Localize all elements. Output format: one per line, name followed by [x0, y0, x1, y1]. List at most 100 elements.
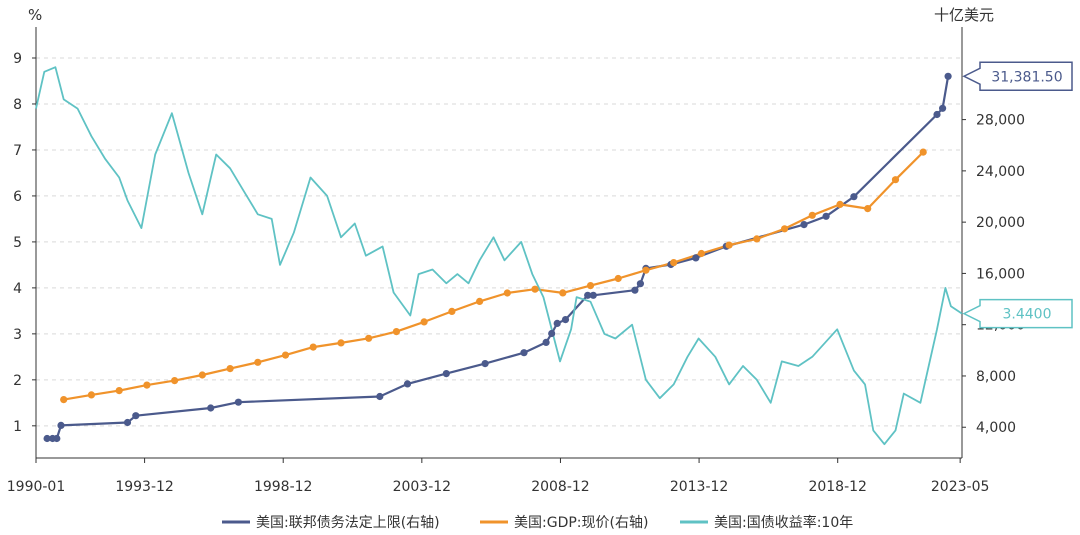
- left-tick-label: 4: [13, 281, 22, 297]
- right-tick-label: 8,000: [976, 369, 1016, 385]
- legend: 美国:联邦债务法定上限(右轴) 美国:GDP:现价(右轴) 美国:国债收益率:1…: [222, 514, 853, 531]
- series-1-point: [891, 176, 900, 184]
- grid-lines: [36, 57, 962, 427]
- series-0-point: [53, 434, 61, 443]
- left-tick-label: 7: [13, 143, 22, 159]
- series-0-point: [542, 338, 550, 346]
- left-axis-unit: %: [28, 6, 42, 24]
- x-tick-label: 2003-12: [393, 479, 452, 495]
- series-0-point: [43, 434, 51, 443]
- series-1-point: [559, 289, 567, 297]
- series-1-point: [808, 211, 816, 219]
- series-1-point: [254, 358, 262, 366]
- series-0-point: [207, 404, 215, 412]
- x-tick-label: 2013-12: [670, 479, 729, 495]
- series-1-point: [337, 339, 345, 347]
- callouts: 31,381.50 3.4400: [962, 61, 1073, 329]
- left-tick-label: 6: [13, 189, 22, 205]
- series-1-point: [281, 351, 290, 359]
- right-tick-label: 24,000: [976, 164, 1025, 180]
- series-lines: [35, 66, 963, 446]
- left-tick-label: 8: [13, 97, 22, 113]
- left-tick-label: 2: [13, 373, 22, 389]
- series-1-point: [919, 148, 927, 156]
- legend-label: 美国:GDP:现价(右轴): [514, 515, 648, 531]
- callout-box: [962, 298, 1073, 329]
- legend-item-gdp[interactable]: 美国:GDP:现价(右轴): [480, 515, 648, 531]
- series-0-point: [57, 421, 65, 429]
- callout-label: 3.4400: [1003, 307, 1052, 323]
- series-1-point: [725, 241, 733, 249]
- callout-label: 31,381.50: [991, 69, 1062, 85]
- series-markers: [43, 72, 952, 443]
- series-1-point: [864, 205, 872, 213]
- series-0-point: [561, 316, 570, 324]
- series-0-point: [481, 360, 489, 368]
- series-1-point: [642, 266, 650, 274]
- series-0-point: [553, 319, 561, 327]
- x-tick-label: 2008-12: [531, 479, 590, 495]
- series-0-point: [692, 254, 700, 262]
- series-1-point: [309, 343, 317, 351]
- series-1-point: [586, 282, 595, 290]
- right-tick-label: 16,000: [976, 266, 1025, 282]
- x-tick-label: 1990-01: [7, 479, 66, 495]
- series-1-point: [531, 285, 539, 293]
- right-axis-unit: 十亿美元: [934, 6, 994, 24]
- series-1-point: [60, 396, 68, 404]
- series-0-point: [548, 329, 556, 338]
- series-0-point: [822, 212, 830, 220]
- series-0-point: [584, 291, 592, 299]
- series-1-point: [392, 328, 400, 336]
- left-tick-label: 5: [13, 235, 22, 251]
- x-tick-label: 1993-12: [115, 479, 174, 495]
- left-tick-label: 3: [13, 327, 22, 343]
- series-0-point: [376, 392, 384, 401]
- legend-label: 美国:国债收益率:10年: [714, 514, 853, 531]
- series-line-1: [63, 151, 924, 401]
- series-1-point: [87, 391, 95, 399]
- legend-item-debt-ceiling[interactable]: 美国:联邦债务法定上限(右轴): [222, 515, 440, 531]
- series-0-point: [933, 110, 941, 119]
- series-line-2: [35, 66, 963, 446]
- series-1-point: [198, 371, 206, 379]
- x-tick-label: 1998-12: [254, 479, 313, 495]
- series-1-point: [365, 334, 373, 342]
- series-0-point: [636, 280, 645, 288]
- series-1-point: [836, 200, 844, 208]
- series-1-point: [171, 377, 179, 385]
- axes: [35, 27, 963, 459]
- left-tick-label: 1: [13, 419, 22, 435]
- series-1-point: [143, 381, 151, 389]
- right-tick-label: 4,000: [976, 420, 1016, 436]
- series-1-point: [115, 387, 123, 395]
- legend-label: 美国:联邦债务法定上限(右轴): [256, 515, 440, 531]
- series-0-point: [442, 370, 450, 378]
- left-tick-label: 9: [13, 51, 22, 67]
- series-0-point: [939, 104, 947, 112]
- left-axis-ticks: 1 2 3 4 5 6 7 8 9: [13, 51, 36, 435]
- series-0-point: [132, 412, 140, 420]
- x-tick-label: 2023-05: [931, 479, 990, 495]
- callout-box: [962, 61, 1073, 92]
- series-0-point: [520, 349, 528, 357]
- series-1-point: [697, 249, 706, 258]
- right-tick-label: 28,000: [976, 113, 1025, 129]
- series-0-point: [589, 291, 597, 299]
- series-1-point: [781, 225, 789, 233]
- series-1-point: [753, 235, 761, 243]
- series-line-0: [47, 76, 950, 440]
- series-1-point: [420, 318, 428, 326]
- series-0-point: [944, 72, 952, 80]
- right-tick-label: 20,000: [976, 215, 1025, 231]
- legend-item-10y-yield[interactable]: 美国:国债收益率:10年: [680, 514, 853, 531]
- series-1-point: [448, 307, 456, 315]
- series-1-point: [503, 289, 511, 297]
- series-1-point: [476, 297, 484, 305]
- x-tick-label: 2018-12: [808, 479, 867, 495]
- series-0-point: [850, 193, 858, 201]
- series-1-point: [226, 365, 234, 373]
- series-0-point: [123, 418, 132, 427]
